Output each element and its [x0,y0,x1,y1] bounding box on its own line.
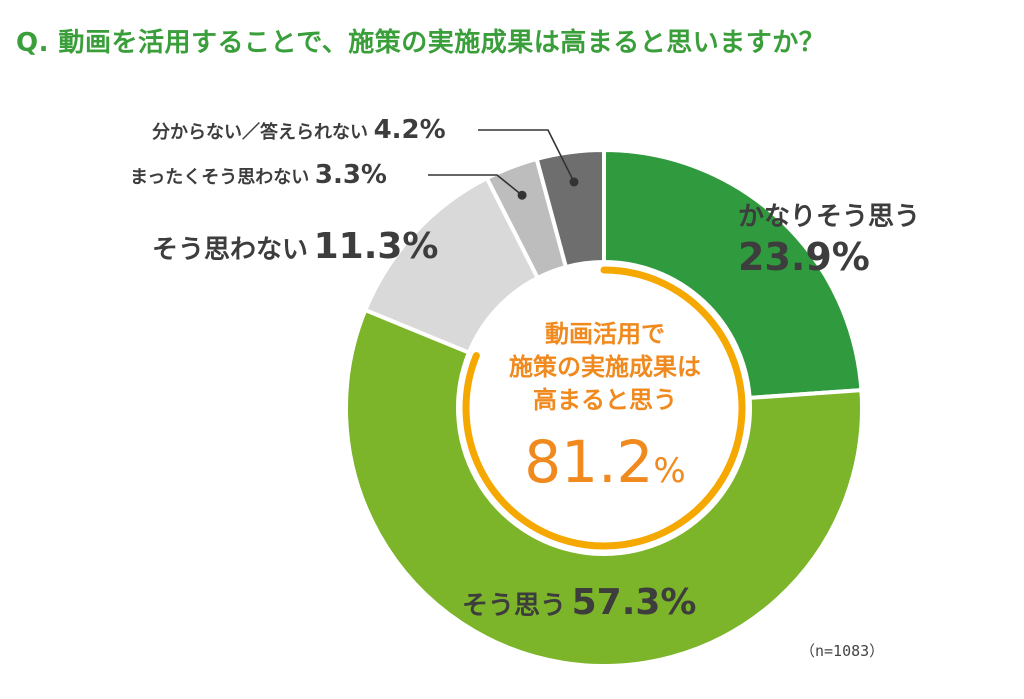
slice-agree [344,307,864,668]
label-strongly-disagree-category: まったくそう思わない [130,167,310,188]
label-agree: そう思う 57.3% [462,582,697,623]
label-disagree-value: 11.3% [313,226,439,267]
sample-size-note: （n=1083） [800,642,885,660]
slice-very-much-agree [602,147,864,401]
label-strongly-disagree-value: 3.3% [314,160,387,190]
center-caption: 動画活用で 施策の実施成果は 高まると思う [460,318,750,417]
label-strongly-disagree: まったくそう思わない 3.3% [130,160,387,190]
center-total-value: 81.2 [524,428,654,496]
label-very-much-agree-category: かなりそう思う [738,202,921,232]
label-very-much-agree-value: 23.9% [738,235,870,279]
page-title: Q. 動画を活用することで、施策の実施成果は高まると思いますか？ [16,28,826,58]
center-total: 81.2% [460,432,750,501]
leader-dont-know-dot [569,177,579,187]
label-disagree: そう思わない 11.3% [152,226,439,267]
label-agree-category: そう思う [462,591,567,621]
label-dont-know-value: 4.2% [373,115,446,145]
leader-strongly-disagree-dot [517,190,527,200]
label-dont-know: 分からない／答えられない 4.2% [152,115,446,145]
center-caption-line-3: 高まると思う [533,386,677,414]
label-dont-know-category: 分からない／答えられない [152,122,368,143]
label-agree-value: 57.3% [571,582,697,623]
label-very-much-agree: かなりそう思う 23.9% [738,196,920,279]
center-total-unit: % [653,451,686,491]
center-caption-line-2: 施策の実施成果は [509,353,701,381]
leader-dont-know-line [478,129,575,183]
center-caption-line-1: 動画活用で [545,320,665,348]
leader-strongly-disagree-line [428,174,523,196]
highlight-arc [462,266,746,550]
slice-dont-know [534,147,606,270]
label-disagree-category: そう思わない [152,235,309,265]
